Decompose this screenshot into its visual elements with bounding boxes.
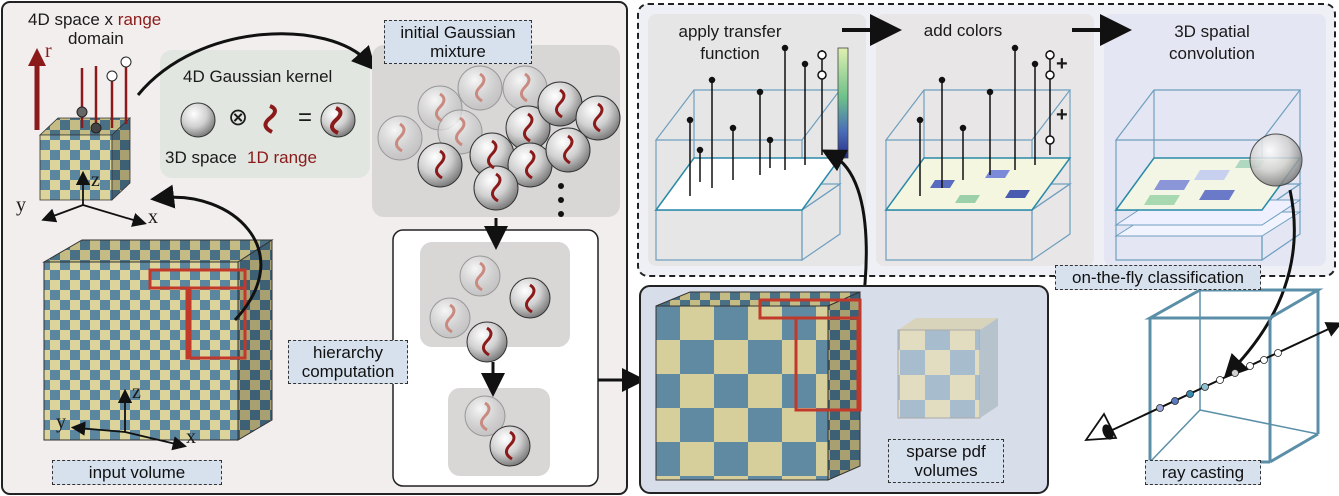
kernel-equation xyxy=(180,102,356,138)
big-axis-y: y xyxy=(56,411,66,433)
big-axis-z: z xyxy=(132,381,141,403)
ray-casting-tag: ray casting xyxy=(1145,460,1261,485)
step-transfer-function: apply transfer function xyxy=(678,22,782,63)
equals-symbol: = xyxy=(298,104,313,131)
colors-stems xyxy=(916,44,1055,196)
hierarchy-tag: hierarchy computation xyxy=(288,340,408,384)
domain-label: domain xyxy=(68,29,124,48)
ray-casting-box xyxy=(1144,288,1324,464)
range-word: range xyxy=(117,10,162,29)
range-sample-points xyxy=(76,56,132,134)
space-range-title-text: 4D space x xyxy=(28,10,114,29)
convolution-slices xyxy=(1114,157,1302,237)
input-volume-cube xyxy=(42,239,274,441)
ray-samples xyxy=(1156,349,1282,412)
arrow-to-small-cube xyxy=(150,184,263,322)
eye-icon xyxy=(1084,412,1118,442)
range-axis-arrow xyxy=(28,48,46,130)
small-axis-x: x xyxy=(148,206,158,228)
sparse-pdf-tag: sparse pdf volumes xyxy=(888,439,1004,483)
big-axis-x: x xyxy=(186,426,196,448)
kernel-range-label: 1D range xyxy=(247,148,317,167)
space-range-title: 4D space x range xyxy=(28,10,161,29)
initial-mixture-tag: initial Gaussian mixture xyxy=(384,20,532,64)
arrow-to-ray-casting xyxy=(1223,189,1296,379)
step-spatial-convolution: 3D spatial convolution xyxy=(1168,22,1255,63)
r-axis-label: r xyxy=(45,40,52,62)
tf-stems xyxy=(686,44,827,196)
gaussian-range-curves xyxy=(395,72,604,203)
colors-slice xyxy=(884,157,1072,211)
plus-sign-1: + xyxy=(1056,53,1068,75)
plus-sign-2: + xyxy=(1056,104,1068,126)
step-add-colors: add colors xyxy=(923,21,1003,40)
big-axes xyxy=(70,388,188,451)
input-volume-tag: input volume xyxy=(52,460,222,485)
small-axis-z: z xyxy=(91,169,100,191)
convolution-kernel-sphere xyxy=(1249,133,1303,187)
arrow-to-mixture xyxy=(136,32,377,96)
transfer-function-colorbar xyxy=(837,47,849,159)
hierarchy-spheres xyxy=(429,255,551,467)
small-axes xyxy=(41,170,147,227)
kernel-space-label: 3D space xyxy=(165,148,237,167)
kernel-title: 4D Gaussian kernel xyxy=(183,67,333,86)
pdf-small-cube xyxy=(897,318,998,419)
pdf-large-cube xyxy=(655,291,862,481)
hierarchy-range-curves xyxy=(445,261,536,461)
range-lines xyxy=(80,64,128,128)
small-volume-cube xyxy=(38,117,132,201)
tensor-product-symbol: ⊗ xyxy=(228,104,249,131)
kernel-box xyxy=(160,50,370,178)
on-the-fly-tag: on-the-fly classification xyxy=(1055,265,1261,290)
small-axis-y: y xyxy=(16,194,26,216)
